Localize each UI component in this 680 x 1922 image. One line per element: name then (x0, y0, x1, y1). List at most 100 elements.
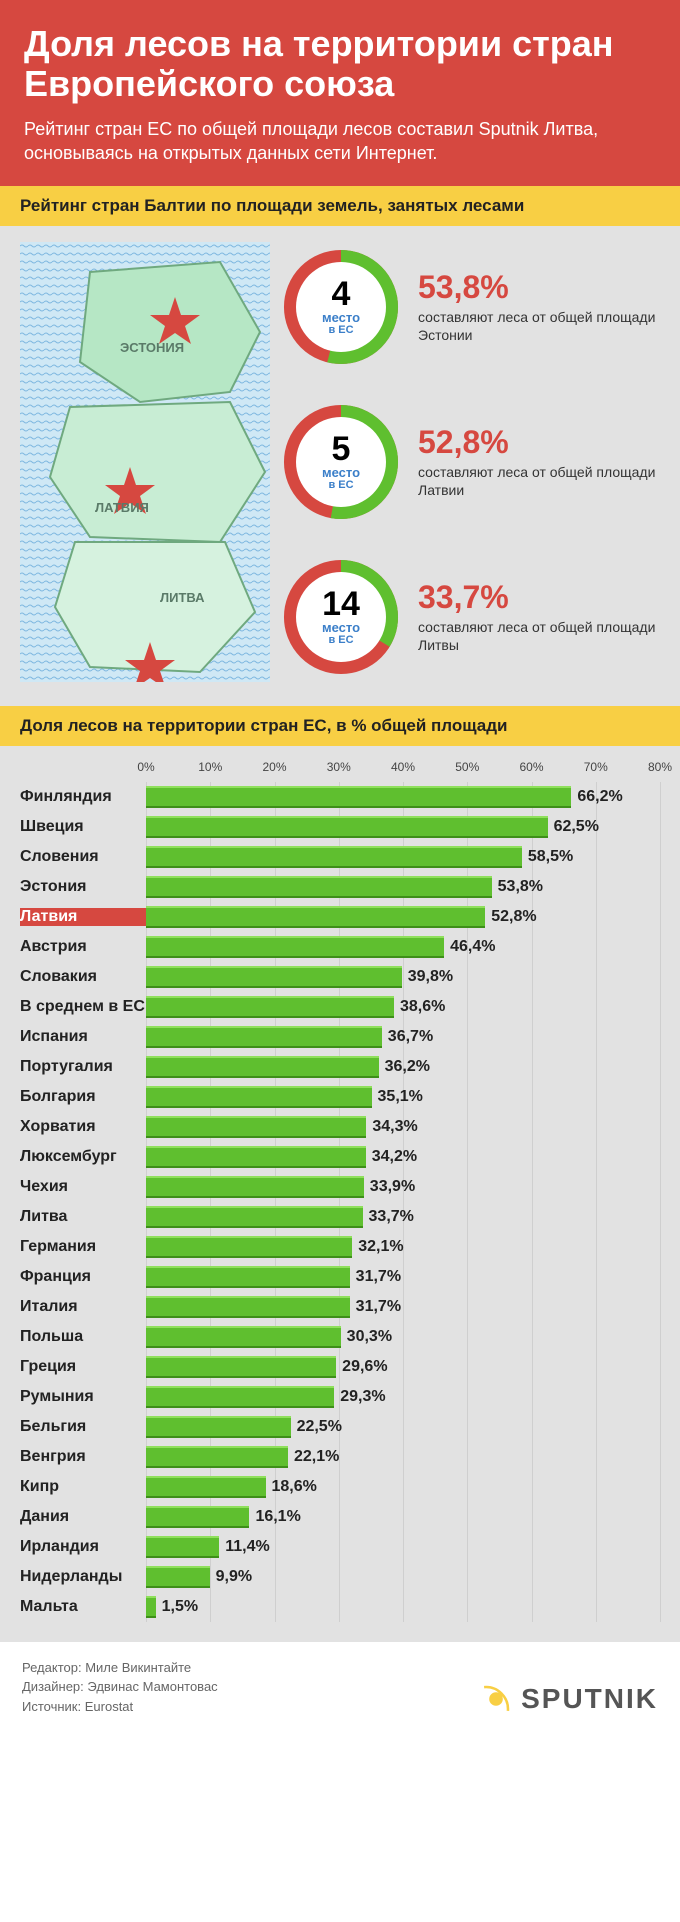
bar-track: 9,9% (146, 1566, 660, 1588)
bar-label: Дания (20, 1508, 146, 1526)
bar-row: Люксембург 34,2% (20, 1142, 660, 1172)
bar-label: Болгария (20, 1088, 146, 1106)
credits: Редактор: Миле Викинтайте Дизайнер: Эдви… (22, 1658, 218, 1717)
bar-label: Ирландия (20, 1538, 146, 1556)
bar-label: Эстония (20, 878, 146, 896)
bar-value: 32,1% (358, 1236, 403, 1258)
bar-value: 22,1% (294, 1446, 339, 1468)
bar-track: 36,2% (146, 1056, 660, 1078)
bar-fill (146, 1536, 219, 1558)
bar-row: Италия 31,7% (20, 1292, 660, 1322)
bar-row: Германия 32,1% (20, 1232, 660, 1262)
bar-label: В среднем в ЕС (20, 998, 146, 1016)
bar-label: Румыния (20, 1388, 146, 1406)
logo-text: SPUTNIK (521, 1683, 658, 1715)
bar-row: Чехия 33,9% (20, 1172, 660, 1202)
donut-stat: 52,8% составляют леса от общей площади Л… (418, 424, 660, 499)
bar-label: Греция (20, 1358, 146, 1376)
bar-label: Португалия (20, 1058, 146, 1076)
axis-tick: 50% (455, 760, 479, 774)
bar-row: Румыния 29,3% (20, 1382, 660, 1412)
bar-row: Хорватия 34,3% (20, 1112, 660, 1142)
bar-row: В среднем в ЕС 38,6% (20, 992, 660, 1022)
bar-row: Польша 30,3% (20, 1322, 660, 1352)
bar-value: 16,1% (255, 1506, 300, 1528)
bar-fill (146, 1146, 366, 1168)
axis-tick: 40% (391, 760, 415, 774)
bar-track: 39,8% (146, 966, 660, 988)
donut-desc: составляют леса от общей площади Латвии (418, 463, 660, 499)
bar-label: Франция (20, 1268, 146, 1286)
donut-label: местов ЕС (322, 621, 360, 646)
bar-track: 31,7% (146, 1266, 660, 1288)
bar-fill (146, 846, 522, 868)
donut-stat: 33,7% составляют леса от общей площади Л… (418, 579, 660, 654)
bar-value: 46,4% (450, 936, 495, 958)
bar-value: 34,3% (372, 1116, 417, 1138)
axis-tick: 10% (198, 760, 222, 774)
donut-pct: 53,8% (418, 269, 660, 306)
bar-fill (146, 996, 394, 1018)
bar-value: 66,2% (577, 786, 622, 808)
bar-fill (146, 1236, 352, 1258)
bar-value: 33,7% (369, 1206, 414, 1228)
bar-label: Люксембург (20, 1148, 146, 1166)
bar-track: 31,7% (146, 1296, 660, 1318)
bar-row: Словакия 39,8% (20, 962, 660, 992)
bar-value: 62,5% (554, 816, 599, 838)
bars-container: Финляндия 66,2% Швеция 62,5% Словения 58… (20, 782, 660, 1622)
bar-row: Нидерланды 9,9% (20, 1562, 660, 1592)
bar-fill (146, 816, 548, 838)
bar-fill (146, 966, 402, 988)
bar-row: Швеция 62,5% (20, 812, 660, 842)
bar-fill (146, 786, 571, 808)
bar-value: 36,7% (388, 1026, 433, 1048)
bar-value: 29,6% (342, 1356, 387, 1378)
bar-track: 35,1% (146, 1086, 660, 1108)
bar-fill (146, 1416, 291, 1438)
bar-value: 11,4% (225, 1536, 269, 1558)
bar-label: Кипр (20, 1478, 146, 1496)
bar-value: 29,3% (340, 1386, 385, 1408)
donut-row: 5 местов ЕС 52,8% составляют леса от общ… (282, 403, 660, 521)
chart-subheader: Доля лесов на территории стран ЕС, в % о… (0, 706, 680, 746)
bar-track: 62,5% (146, 816, 660, 838)
bar-row: Португалия 36,2% (20, 1052, 660, 1082)
bar-track: 16,1% (146, 1506, 660, 1528)
bar-row: Болгария 35,1% (20, 1082, 660, 1112)
map-label-lithuania: ЛИТВА (160, 590, 205, 605)
bar-value: 31,7% (356, 1296, 401, 1318)
bar-row: Австрия 46,4% (20, 932, 660, 962)
bar-track: 36,7% (146, 1026, 660, 1048)
donut-column: 4 местов ЕС 53,8% составляют леса от общ… (282, 242, 660, 682)
axis-tick: 60% (519, 760, 543, 774)
bar-track: 46,4% (146, 936, 660, 958)
bar-value: 34,2% (372, 1146, 417, 1168)
x-axis: 0%10%20%30%40%50%60%70%80% (20, 760, 660, 776)
donut-rank: 5 (332, 432, 351, 466)
bar-row: Дания 16,1% (20, 1502, 660, 1532)
bar-fill (146, 936, 444, 958)
bar-row: Мальта 1,5% (20, 1592, 660, 1622)
bar-row: Словения 58,5% (20, 842, 660, 872)
bar-row: Литва 33,7% (20, 1202, 660, 1232)
bar-track: 38,6% (146, 996, 660, 1018)
bar-value: 39,8% (408, 966, 453, 988)
bar-fill (146, 1476, 266, 1498)
bar-label: Латвия (20, 908, 146, 926)
bar-row: Испания 36,7% (20, 1022, 660, 1052)
bar-track: 66,2% (146, 786, 660, 808)
bar-label: Словения (20, 848, 146, 866)
satellite-icon (479, 1682, 513, 1716)
header: Доля лесов на территории стран Европейск… (0, 0, 680, 186)
bar-value: 52,8% (491, 906, 536, 928)
donut-label: местов ЕС (322, 311, 360, 336)
chart-panel: 0%10%20%30%40%50%60%70%80% Финляндия 66,… (0, 746, 680, 1642)
bar-track: 30,3% (146, 1326, 660, 1348)
bar-label: Литва (20, 1208, 146, 1226)
bar-label: Австрия (20, 938, 146, 956)
bar-fill (146, 1116, 366, 1138)
bar-track: 34,3% (146, 1116, 660, 1138)
bar-value: 22,5% (297, 1416, 342, 1438)
baltic-panel: ЭСТОНИЯ ЛАТВИЯ ЛИТВА 4 местов ЕС 53,8% с… (0, 226, 680, 706)
